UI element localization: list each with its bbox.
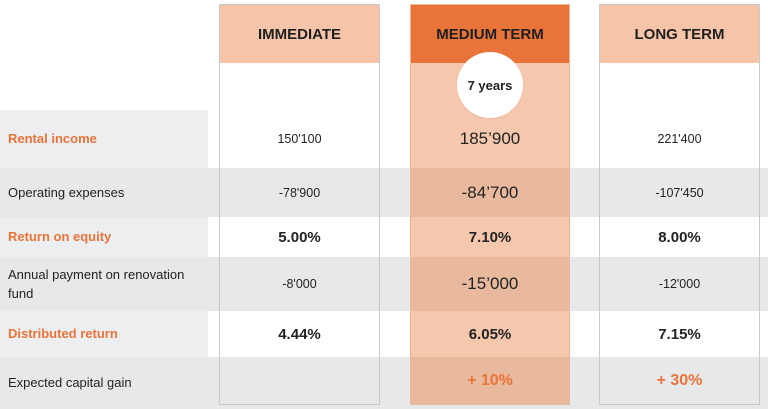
row-label-distributed-return: Distributed return (8, 326, 118, 342)
cell-capital-gain-immediate (219, 357, 380, 405)
row-label-return-on-equity: Return on equity (8, 229, 112, 245)
cell-rental-medium: 185’900 (459, 129, 521, 148)
column-immediate: IMMEDIATE (219, 4, 380, 405)
cell-rental-long: 221'400 (657, 132, 702, 146)
cell-operating-medium: -84’700 (410, 168, 570, 217)
cell-return-medium: 7.10% (468, 228, 512, 246)
cell-renovation-medium: -15’000 (410, 257, 570, 311)
cell-renovation-immediate: -8'000 (282, 277, 317, 291)
cell-distributed-immediate: 4.44% (278, 325, 321, 343)
duration-badge: 7 years (457, 52, 523, 118)
row-band-capital-gain (0, 357, 768, 409)
cell-operating-long: -107'450 (655, 185, 704, 200)
row-band-distributed (0, 311, 208, 357)
cell-capital-gain-long: + 30% (656, 372, 703, 389)
cell-distributed-long: 7.15% (658, 325, 701, 343)
row-band-operating (0, 168, 768, 217)
cell-renovation-long: -12'000 (658, 277, 701, 291)
cell-return-immediate: 5.00% (278, 228, 321, 246)
column-header-long-term: LONG TERM (600, 5, 759, 63)
row-band-renovation (0, 257, 768, 311)
cell-rental-immediate: 150'100 (277, 132, 322, 146)
row-label-operating-expenses: Operating expenses (8, 184, 125, 200)
row-label-rental-income: Rental income (8, 131, 97, 147)
column-header-immediate: IMMEDIATE (220, 5, 379, 63)
row-label-capital-gain: Expected capital gain (8, 375, 132, 391)
column-long-term: LONG TERM (599, 4, 760, 405)
cell-return-long: 8.00% (658, 228, 701, 246)
row-label-renovation-fund: Annual payment on renovation fund (8, 266, 185, 302)
cell-operating-immediate: -78'900 (278, 185, 321, 200)
row-band-return (0, 217, 208, 257)
cell-distributed-medium: 6.05% (468, 325, 512, 343)
cell-capital-gain-medium: + 10% (410, 357, 570, 405)
row-band-rental (0, 110, 208, 168)
